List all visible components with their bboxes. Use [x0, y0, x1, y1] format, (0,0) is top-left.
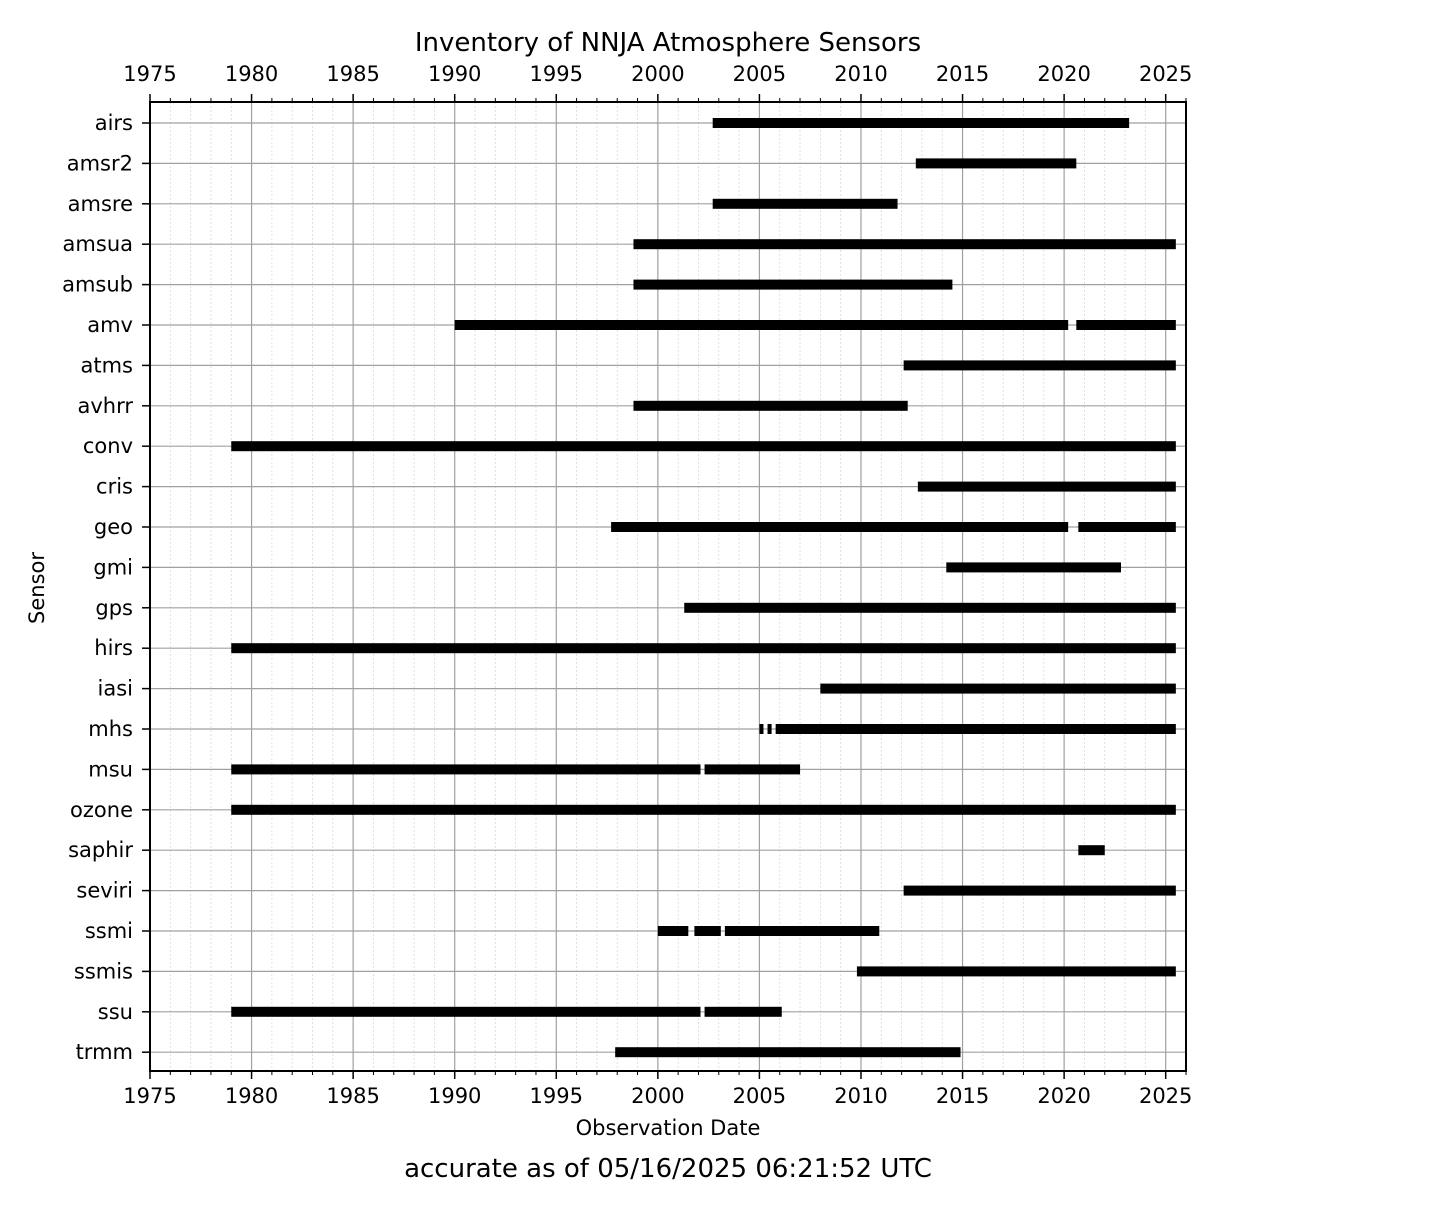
x-tick-label-bottom: 2015	[936, 1084, 989, 1108]
sensor-bar-msu	[231, 764, 701, 775]
sensor-bar-gps	[684, 602, 1176, 613]
sensor-bar-cris	[917, 481, 1176, 492]
sensor-label-saphir: saphir	[68, 838, 133, 862]
sensor-bar-hirs	[231, 643, 1176, 654]
sensor-label-conv: conv	[83, 434, 133, 458]
sensor-label-trmm: trmm	[76, 1040, 133, 1064]
x-tick-label-top: 2005	[733, 62, 786, 86]
sensor-label-gps: gps	[95, 596, 133, 620]
sensor-bar-amsre	[712, 198, 898, 209]
x-axis-top-ticks: 1975 1980 1985 1990 1995 2000 2005 2010 2015 2020…	[123, 62, 1192, 102]
sensor-label-msu: msu	[88, 757, 133, 781]
sensor-bar-ssmi	[657, 926, 689, 936]
x-tick-label-bottom: 1995	[530, 1084, 583, 1108]
sensor-bar-mhs	[767, 724, 772, 734]
sensor-label-avhrr: avhrr	[77, 394, 133, 418]
sensor-bar-atms	[903, 360, 1176, 371]
sensor-label-amsub: amsub	[62, 273, 133, 297]
x-tick-label-bottom: 1980	[225, 1084, 278, 1108]
sensor-bar-geo	[1078, 522, 1176, 532]
x-tick-label-top: 1985	[326, 62, 379, 86]
y-axis-ticks: airs amsr2 amsre amsua amsub amv atms avhrr conv…	[62, 111, 150, 1064]
sensor-label-iasi: iasi	[98, 677, 133, 701]
sensor-label-amsr2: amsr2	[67, 151, 133, 175]
sensor-bar-seviri	[903, 885, 1176, 896]
sensor-bar-ssmis	[856, 966, 1176, 977]
sensor-label-ssmi: ssmi	[85, 919, 133, 943]
x-tick-label-bottom: 1990	[428, 1084, 481, 1108]
sensor-label-gmi: gmi	[93, 555, 133, 579]
sensor-bar-amsub	[633, 279, 953, 290]
x-tick-label-bottom: 2010	[834, 1084, 887, 1108]
x-tick-label-top: 1980	[225, 62, 278, 86]
x-tick-label-top: 2010	[834, 62, 887, 86]
sensor-label-amsua: amsua	[63, 232, 133, 256]
sensor-bar-ssu	[231, 1006, 701, 1017]
x-tick-label-bottom: 2000	[631, 1084, 684, 1108]
sensor-label-amv: amv	[87, 313, 133, 337]
sensor-bar-mhs	[775, 724, 1176, 734]
sensor-bars	[231, 118, 1176, 1058]
sensor-bar-iasi	[820, 683, 1176, 694]
sensor-bar-ssmi	[724, 926, 880, 936]
plot-frame	[149, 101, 1187, 1072]
sensor-label-hirs: hirs	[94, 636, 133, 660]
sensor-bar-trmm	[615, 1047, 961, 1058]
sensor-bar-ssmi	[694, 926, 721, 936]
x-tick-label-top: 2015	[936, 62, 989, 86]
sensor-label-seviri: seviri	[76, 879, 133, 903]
sensor-bar-ozone	[231, 804, 1176, 815]
x-tick-label-top: 2025	[1139, 62, 1192, 86]
sensor-bar-amsr2	[915, 158, 1077, 169]
sensor-bar-amsua	[633, 239, 1176, 250]
x-tick-label-bottom: 1975	[123, 1084, 176, 1108]
timestamp-footnote: accurate as of 05/16/2025 06:21:52 UTC	[404, 1154, 932, 1184]
sensor-bar-airs	[712, 118, 1130, 128]
y-axis-label: Sensor	[25, 552, 49, 624]
x-tick-label-top: 1995	[530, 62, 583, 86]
x-tick-label-top: 2020	[1037, 62, 1090, 86]
x-tick-label-bottom: 2020	[1037, 1084, 1090, 1108]
sensor-bar-avhrr	[633, 400, 908, 411]
sensor-label-ozone: ozone	[70, 798, 133, 822]
x-tick-label-bottom: 1985	[326, 1084, 379, 1108]
sensor-label-atms: atms	[81, 353, 134, 377]
chart-title: Inventory of NNJA Atmosphere Sensors	[415, 28, 921, 58]
sensor-label-amsre: amsre	[68, 192, 133, 216]
x-tick-label-bottom: 2025	[1139, 1084, 1192, 1108]
sensor-bar-saphir	[1078, 845, 1105, 856]
sensor-bar-amv	[454, 320, 1069, 330]
sensor-bar-ssu	[704, 1006, 782, 1017]
sensor-label-geo: geo	[94, 515, 133, 539]
sensor-bar-amv	[1076, 320, 1176, 330]
x-tick-label-top: 1975	[123, 62, 176, 86]
x-axis-label: Observation Date	[576, 1116, 761, 1140]
sensor-label-cris: cris	[96, 475, 133, 499]
sensor-label-ssu: ssu	[98, 1000, 133, 1024]
sensor-bar-geo	[611, 522, 1069, 532]
x-axis-bottom-ticks: 1975 1980 1985 1990 1995 2000 2005 2010 2015 2020…	[123, 1071, 1192, 1108]
sensor-bar-gmi	[946, 562, 1121, 573]
sensor-label-airs: airs	[95, 111, 133, 135]
sensor-bar-msu	[704, 764, 801, 775]
sensor-bar-mhs	[759, 724, 764, 734]
sensor-label-ssmis: ssmis	[74, 959, 133, 983]
sensor-label-mhs: mhs	[88, 717, 133, 741]
x-tick-label-top: 1990	[428, 62, 481, 86]
x-tick-label-top: 2000	[631, 62, 684, 86]
x-tick-label-bottom: 2005	[733, 1084, 786, 1108]
sensor-bar-conv	[231, 441, 1176, 452]
